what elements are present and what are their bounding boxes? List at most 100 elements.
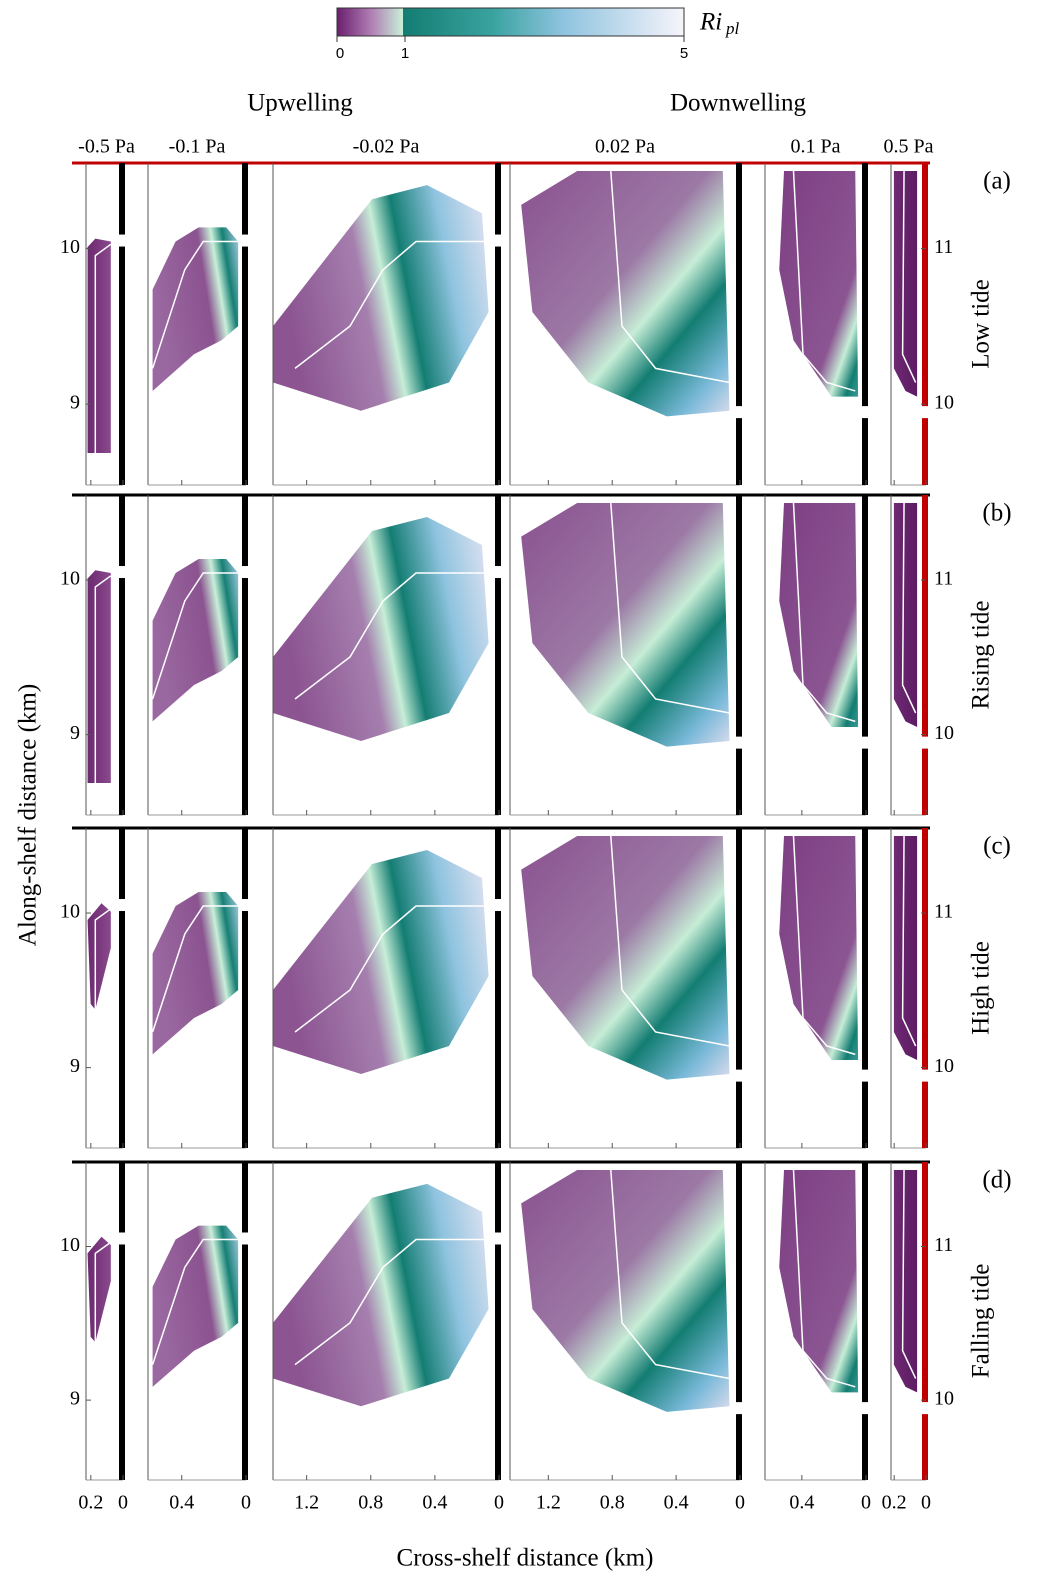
boundary-bar xyxy=(495,578,501,815)
field-shading xyxy=(521,836,730,1080)
boundary-bar xyxy=(862,418,868,485)
colorbar-label: Ri xyxy=(699,9,722,36)
x-tick-label: 0.2 xyxy=(78,1492,103,1514)
y-tick-label: 10 xyxy=(60,901,80,923)
boundary-bar xyxy=(922,495,928,737)
y-tick-label: 9 xyxy=(70,722,80,744)
field-shading xyxy=(779,836,859,1060)
field-shading xyxy=(152,559,239,722)
x-tick-label: 0.4 xyxy=(789,1492,814,1514)
boundary-bar xyxy=(242,1162,248,1233)
boundary-bar xyxy=(495,495,501,567)
y2-tick-label: 11 xyxy=(934,568,953,590)
boundary-bar xyxy=(495,1162,501,1233)
panel-letter: (c) xyxy=(983,833,1011,860)
boundary-bar xyxy=(242,163,248,235)
contour-line xyxy=(94,1241,112,1448)
boundary-bar xyxy=(736,418,742,485)
colorbar xyxy=(336,7,685,37)
x-tick-label: 0.8 xyxy=(358,1492,383,1514)
group-title: Downwelling xyxy=(670,90,807,117)
contour-line xyxy=(610,1169,730,1380)
field-shading xyxy=(87,1236,111,1343)
field-shading xyxy=(893,503,918,727)
contour-line xyxy=(610,502,730,714)
column-title: -0.5 Pa xyxy=(78,136,135,158)
boundary-bar xyxy=(119,828,125,900)
colorbar-tick-label: 1 xyxy=(401,45,409,62)
x-axis-label: Cross-shelf distance (km) xyxy=(397,1545,654,1572)
field-shading xyxy=(521,1170,730,1412)
contour-line xyxy=(94,575,112,783)
column-title: -0.1 Pa xyxy=(169,136,226,158)
x-tick-label: 0.8 xyxy=(600,1492,625,1514)
field-shading xyxy=(893,836,918,1060)
field-shading xyxy=(87,903,111,1010)
boundary-bar xyxy=(495,911,501,1148)
boundary-bar xyxy=(119,1162,125,1233)
row-label: Rising tide xyxy=(968,600,995,709)
boundary-bar xyxy=(862,748,868,815)
contour-line xyxy=(294,905,489,1033)
field-shading xyxy=(273,1183,489,1407)
boundary-bar xyxy=(862,1081,868,1148)
boundary-bar xyxy=(119,1244,125,1480)
x-tick-label: 1.2 xyxy=(294,1492,319,1514)
y-tick-label: 10 xyxy=(60,1234,80,1256)
y2-tick-label: 10 xyxy=(934,392,954,414)
contour-line xyxy=(94,243,112,453)
boundary-bar xyxy=(242,578,248,815)
boundary-bar xyxy=(922,163,928,407)
panel-letter: (d) xyxy=(982,1167,1011,1194)
boundary-bar xyxy=(862,1414,868,1480)
boundary-bar xyxy=(119,911,125,1148)
boundary-bar xyxy=(862,163,868,407)
contour-line xyxy=(294,240,489,369)
contour-line xyxy=(294,1238,489,1366)
row-label: High tide xyxy=(968,941,995,1035)
y2-tick-label: 10 xyxy=(934,1055,954,1077)
boundary-bar xyxy=(862,828,868,1070)
row-label: Falling tide xyxy=(968,1264,995,1379)
boundary-bar xyxy=(922,748,928,815)
row-label: Low tide xyxy=(968,279,995,369)
field-shading xyxy=(87,570,111,783)
contour-line xyxy=(151,905,239,1033)
y2-tick-label: 10 xyxy=(934,722,954,744)
y-tick-label: 10 xyxy=(60,568,80,590)
boundary-bar xyxy=(922,828,928,1070)
boundary-bar xyxy=(119,163,125,235)
y2-tick-label: 11 xyxy=(934,901,953,923)
contour-line xyxy=(901,170,917,383)
boundary-bar xyxy=(242,1244,248,1480)
boundary-bar xyxy=(736,1081,742,1148)
boundary-bar xyxy=(242,828,248,900)
boundary-bar xyxy=(922,1414,928,1480)
field-shading xyxy=(521,171,730,417)
boundary-bar xyxy=(119,246,125,485)
boundary-bar xyxy=(922,418,928,485)
contour-line xyxy=(94,908,112,1116)
boundary-bar xyxy=(922,1081,928,1148)
contour-line xyxy=(151,1238,239,1365)
boundary-bar xyxy=(242,495,248,567)
x-tick-label: 0 xyxy=(118,1492,128,1514)
colorbar-tick-label: 5 xyxy=(680,45,688,62)
field-shading xyxy=(273,850,489,1074)
field-shading xyxy=(779,1170,859,1393)
boundary-bar xyxy=(495,1244,501,1480)
contour-line xyxy=(792,170,856,392)
x-tick-label: 0 xyxy=(241,1492,251,1514)
field-shading xyxy=(779,171,859,397)
field-shading xyxy=(779,503,859,727)
y2-tick-label: 11 xyxy=(934,236,953,258)
colorbar-tick-label: 0 xyxy=(336,45,344,62)
contour-line xyxy=(792,835,856,1056)
field-shading xyxy=(893,1170,918,1393)
y-tick-label: 9 xyxy=(70,1055,80,1077)
boundary-bar xyxy=(495,828,501,900)
field-shading xyxy=(521,503,730,747)
boundary-bar xyxy=(242,246,248,485)
contour-line xyxy=(610,170,730,384)
